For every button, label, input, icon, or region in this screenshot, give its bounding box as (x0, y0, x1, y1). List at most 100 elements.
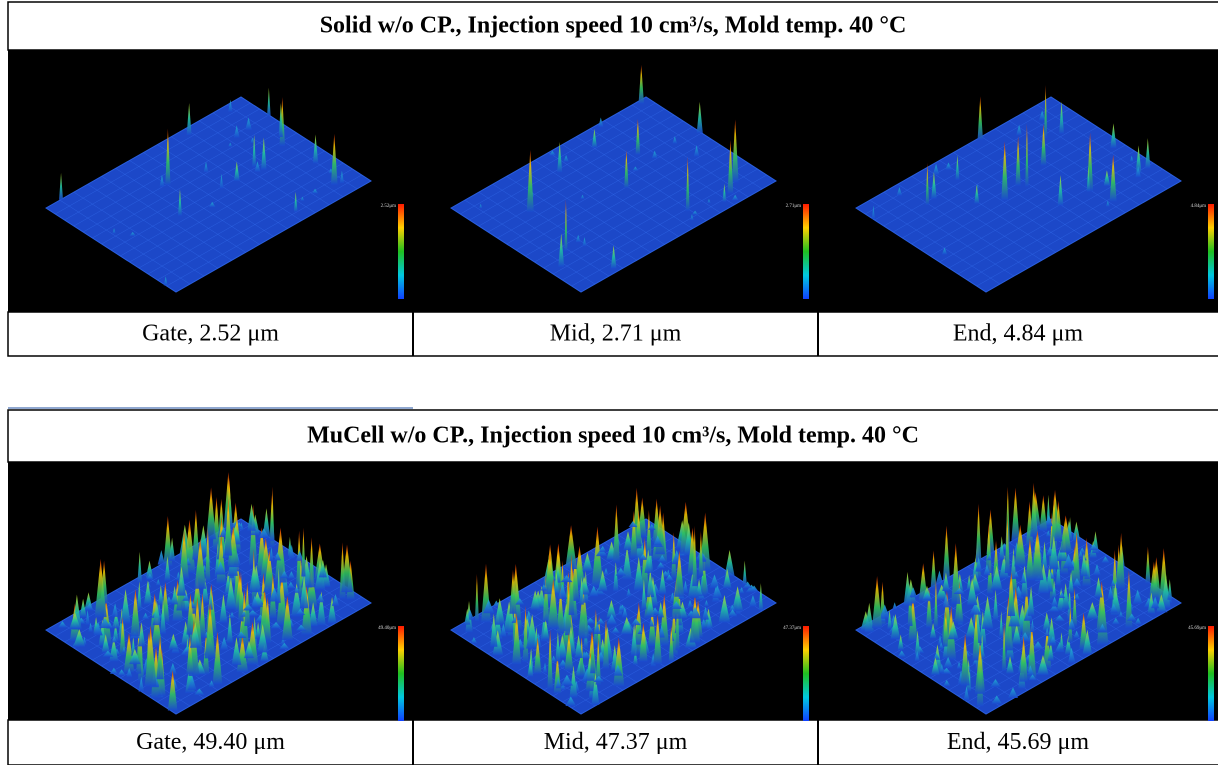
surface-peak (977, 96, 983, 140)
surface-peak (707, 198, 711, 204)
surface-peak (569, 665, 578, 698)
surface-peak (979, 634, 985, 660)
surface-peak (613, 664, 623, 676)
surface-peak (308, 537, 315, 588)
surface-peak (613, 561, 619, 592)
surface-peak (638, 64, 644, 104)
surface-peak (156, 636, 164, 680)
mesh-line (148, 162, 344, 275)
surface-peak (212, 631, 223, 685)
surface-peak (305, 569, 318, 608)
surface-peak (630, 624, 638, 656)
surface-peak (1044, 627, 1050, 636)
surface-peak (151, 610, 163, 647)
surface-peak (512, 612, 522, 665)
surface-peak (653, 614, 662, 665)
surface-peak (242, 604, 255, 611)
surface-peak (233, 125, 240, 138)
mesh-line (110, 138, 307, 251)
surface-peak (490, 613, 498, 647)
surface-peak (542, 574, 550, 623)
surface-peak (657, 554, 667, 563)
surface-peak (270, 622, 282, 629)
surface-peak (129, 231, 137, 236)
surface-peak (1135, 145, 1142, 174)
surface-peak (1101, 556, 1110, 563)
surface-peak (941, 247, 948, 255)
surface-peak (990, 679, 1001, 688)
surface-peak (1020, 572, 1026, 584)
mesh-line (166, 174, 362, 287)
surface-peak (922, 593, 933, 601)
surface-peak (665, 574, 674, 581)
surface-peak (1167, 579, 1173, 600)
surface-peak (1044, 515, 1054, 527)
surface-peak (171, 586, 178, 605)
surface-peak (651, 150, 658, 159)
surface-peak (1045, 530, 1051, 537)
surface-peak (657, 602, 664, 618)
surface-peak (182, 593, 190, 601)
surface-peak (574, 634, 583, 659)
surface-peak (577, 583, 590, 639)
surface-peak (288, 544, 295, 559)
surface-peak (226, 613, 233, 643)
surface-peak (983, 564, 991, 576)
surface-peak (157, 550, 166, 565)
surface-peak (239, 522, 244, 531)
surface-peak (1032, 641, 1044, 650)
mesh-line (958, 584, 1154, 697)
surface-peak (1014, 524, 1027, 567)
surface-peak (932, 652, 941, 660)
surface-peak (144, 625, 157, 687)
surface-peak (932, 163, 940, 175)
surface-peak (1059, 101, 1064, 134)
surface-peak (109, 667, 118, 674)
surface-peak (1077, 551, 1084, 558)
surface-peak (622, 546, 632, 580)
mesh-line (213, 112, 344, 198)
surface-peak (341, 544, 353, 593)
mesh-line (571, 174, 767, 287)
surface-peak (999, 536, 1005, 560)
panel-title: MuCell w/o CP., Injection speed 10 cm³/s… (307, 423, 919, 449)
surface-peak (1059, 632, 1064, 651)
surface-peak (864, 602, 874, 633)
surface-peak (702, 549, 707, 596)
surface-peak (1040, 123, 1047, 166)
surface-peak (138, 622, 146, 647)
surface-peak (163, 276, 168, 286)
surface-peak (582, 237, 587, 247)
surface-peak (668, 625, 674, 662)
surface-peak (593, 621, 601, 635)
surface-peak (658, 569, 667, 595)
surface-peak (914, 650, 920, 662)
surface-peak (218, 498, 225, 538)
surface-peak (219, 527, 228, 537)
mesh-line (562, 168, 758, 281)
surface-peak (897, 650, 907, 657)
surface-peak (94, 558, 107, 618)
surface-peak (1067, 647, 1076, 663)
surface-peak (963, 686, 970, 701)
surface-peak (331, 594, 340, 606)
surface-peak (1011, 623, 1022, 645)
surface-peak (951, 543, 961, 604)
surface-peak (1145, 546, 1151, 584)
surface-peak (597, 570, 608, 592)
surface-peak (1111, 617, 1120, 625)
surface-peak (542, 620, 550, 640)
surface-peak (1054, 500, 1063, 541)
surface-peak (215, 561, 226, 575)
surface-peak (130, 588, 141, 637)
colorbar-label: 45.69μm (1188, 626, 1206, 631)
surface-peak (929, 623, 937, 639)
surface-peak (644, 549, 652, 573)
surface-peak (274, 527, 287, 583)
mesh-line (553, 162, 749, 275)
mesh-line (958, 162, 1154, 275)
surface-peak (1007, 571, 1016, 617)
surface-peak (606, 614, 618, 625)
surface-peak (565, 581, 573, 636)
surface-peak (646, 510, 652, 556)
